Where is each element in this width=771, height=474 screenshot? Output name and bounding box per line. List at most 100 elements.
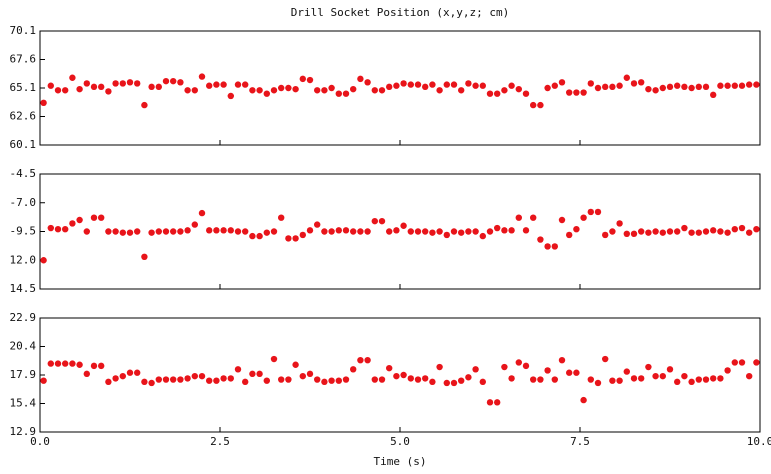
point bbox=[191, 87, 198, 94]
point bbox=[486, 399, 494, 406]
point bbox=[429, 81, 436, 88]
point bbox=[652, 372, 659, 380]
point bbox=[357, 228, 364, 235]
point bbox=[638, 79, 645, 86]
point bbox=[580, 214, 587, 221]
x-tick-label: 7.5 bbox=[570, 435, 590, 448]
point bbox=[645, 85, 652, 93]
point bbox=[616, 220, 623, 227]
point bbox=[681, 372, 688, 380]
point bbox=[623, 230, 630, 237]
point bbox=[335, 227, 342, 234]
point bbox=[695, 376, 702, 383]
point bbox=[162, 376, 170, 383]
point bbox=[486, 228, 494, 235]
point bbox=[717, 228, 724, 235]
point bbox=[220, 227, 227, 234]
point bbox=[69, 74, 76, 81]
y-tick-label: 67.6 bbox=[10, 53, 37, 66]
point bbox=[522, 362, 530, 370]
point bbox=[422, 83, 429, 91]
point bbox=[623, 74, 630, 81]
point bbox=[321, 378, 328, 386]
point bbox=[357, 356, 364, 364]
point bbox=[738, 224, 746, 232]
point bbox=[314, 376, 321, 383]
y-tick-label: 60.1 bbox=[10, 138, 37, 151]
point bbox=[544, 243, 551, 250]
point bbox=[522, 227, 530, 234]
y-tick-label: 15.4 bbox=[10, 397, 37, 410]
point bbox=[350, 366, 357, 373]
point bbox=[292, 235, 299, 242]
point bbox=[76, 216, 83, 224]
point bbox=[717, 375, 724, 382]
point bbox=[371, 217, 378, 225]
point bbox=[61, 226, 69, 233]
point bbox=[83, 80, 91, 87]
point bbox=[306, 370, 314, 378]
point bbox=[645, 229, 652, 236]
point bbox=[573, 226, 580, 233]
point bbox=[753, 226, 760, 233]
point bbox=[328, 377, 335, 384]
point bbox=[83, 370, 91, 378]
point bbox=[285, 84, 292, 92]
point bbox=[458, 87, 465, 94]
point bbox=[206, 377, 213, 384]
point bbox=[184, 227, 191, 234]
point bbox=[594, 379, 602, 387]
point bbox=[220, 81, 227, 88]
point bbox=[148, 83, 155, 91]
point bbox=[299, 372, 306, 380]
point bbox=[479, 378, 486, 386]
point bbox=[69, 360, 76, 367]
point bbox=[443, 81, 450, 88]
point bbox=[54, 226, 62, 233]
x-axis-label: Time (s) bbox=[374, 455, 427, 468]
point bbox=[414, 81, 422, 88]
point bbox=[659, 84, 666, 92]
point bbox=[414, 376, 422, 383]
point bbox=[47, 82, 54, 89]
point bbox=[393, 372, 400, 380]
point bbox=[573, 89, 580, 96]
point bbox=[623, 368, 630, 375]
y-tick-label: 14.5 bbox=[10, 282, 37, 295]
point bbox=[710, 91, 717, 99]
y-tick-label: 12.9 bbox=[10, 425, 37, 438]
point bbox=[515, 214, 522, 221]
point bbox=[112, 228, 119, 235]
point bbox=[213, 377, 220, 384]
point bbox=[530, 101, 537, 109]
point bbox=[206, 227, 213, 234]
y-tick-label: 65.1 bbox=[10, 81, 37, 94]
point bbox=[450, 228, 458, 235]
point bbox=[443, 379, 450, 387]
point bbox=[465, 228, 472, 235]
point bbox=[702, 228, 710, 235]
point bbox=[162, 77, 170, 85]
point bbox=[134, 80, 141, 87]
point bbox=[256, 232, 263, 240]
point bbox=[278, 84, 285, 92]
y-tick-label: -7.0 bbox=[10, 196, 37, 209]
point bbox=[609, 83, 616, 91]
point bbox=[731, 82, 738, 89]
point bbox=[738, 359, 746, 366]
x-tick-label: 0.0 bbox=[30, 435, 50, 448]
point bbox=[342, 376, 350, 383]
point bbox=[652, 228, 659, 235]
point bbox=[278, 376, 285, 383]
point bbox=[710, 375, 717, 382]
point bbox=[666, 228, 674, 235]
point bbox=[551, 82, 558, 89]
y-tick-label: 62.6 bbox=[10, 110, 37, 123]
point bbox=[76, 85, 83, 93]
point bbox=[242, 228, 249, 235]
point bbox=[292, 361, 299, 368]
point bbox=[170, 376, 177, 383]
y-tick-label: 70.1 bbox=[10, 24, 37, 37]
point bbox=[198, 372, 206, 380]
